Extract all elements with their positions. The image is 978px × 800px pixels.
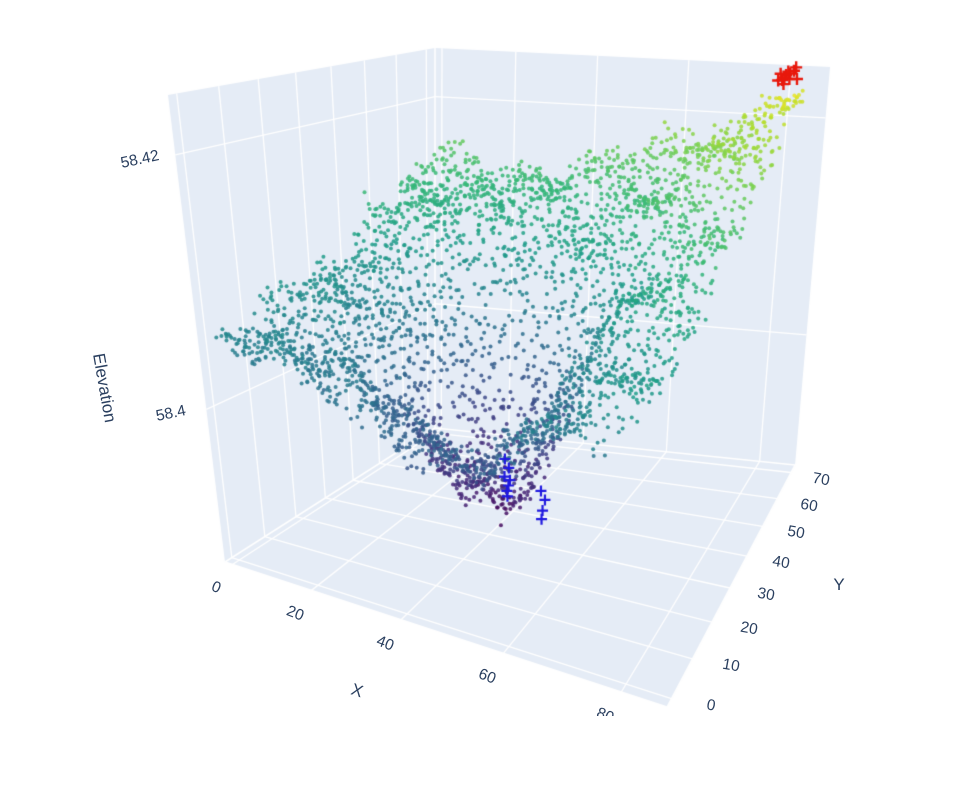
y-axis-title: Y	[833, 575, 845, 594]
